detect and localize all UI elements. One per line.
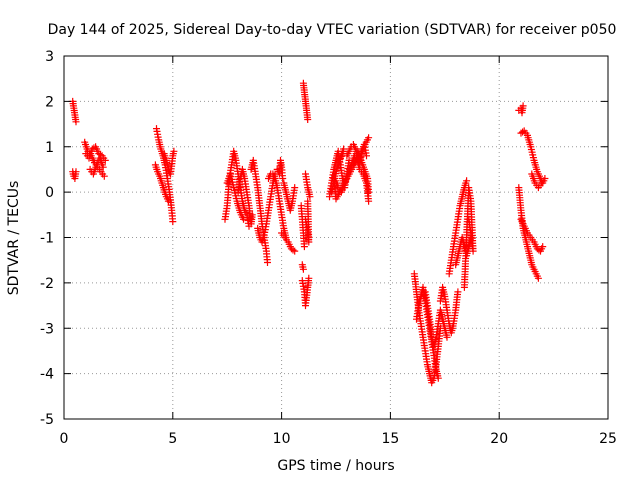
x-tick-label: 15 bbox=[381, 431, 399, 447]
y-tick-label: 0 bbox=[45, 185, 54, 201]
data-point bbox=[519, 128, 527, 136]
data-point bbox=[304, 197, 312, 205]
y-tick-label: 3 bbox=[45, 49, 54, 65]
x-tick-label: 20 bbox=[490, 431, 508, 447]
y-tick-label: -1 bbox=[40, 231, 54, 247]
data-point bbox=[365, 134, 373, 142]
data-point bbox=[519, 102, 527, 110]
data-point bbox=[299, 265, 307, 273]
data-point bbox=[306, 193, 314, 201]
data-point bbox=[72, 118, 80, 126]
y-tick-label: -3 bbox=[40, 321, 54, 337]
data-point bbox=[460, 283, 468, 291]
data-markers bbox=[69, 79, 549, 387]
y-tick-labels: -5 -4 -3 -2 -1 0 1 2 3 bbox=[40, 49, 54, 428]
data-point bbox=[164, 197, 172, 205]
x-tick-labels: 0 5 10 15 20 25 bbox=[60, 431, 617, 447]
y-tick-label: -4 bbox=[40, 367, 54, 383]
y-tick-label: -2 bbox=[40, 276, 54, 292]
data-point bbox=[434, 374, 442, 382]
data-point bbox=[100, 172, 108, 180]
data-point bbox=[463, 177, 471, 185]
grid-lines bbox=[64, 56, 608, 419]
data-point bbox=[538, 179, 546, 187]
data-point bbox=[300, 243, 308, 251]
data-point bbox=[365, 197, 373, 205]
data-point bbox=[305, 274, 313, 282]
x-tick-label: 0 bbox=[60, 431, 69, 447]
x-tick-label: 10 bbox=[273, 431, 291, 447]
data-point bbox=[72, 168, 80, 176]
chart-title: Day 144 of 2025, Sidereal Day-to-day VTE… bbox=[48, 22, 617, 38]
data-point bbox=[363, 152, 370, 160]
axis-ticks bbox=[63, 55, 609, 420]
data-point bbox=[169, 218, 177, 226]
data-point bbox=[443, 333, 451, 341]
data-point bbox=[264, 259, 271, 266]
data-point bbox=[291, 247, 299, 255]
data-point bbox=[248, 211, 256, 219]
data-point bbox=[289, 246, 297, 254]
data-point bbox=[534, 274, 542, 282]
data-point bbox=[454, 288, 462, 296]
data-point bbox=[541, 175, 549, 182]
x-axis-label: GPS time / hours bbox=[277, 458, 394, 474]
y-tick-label: 2 bbox=[45, 94, 54, 110]
y-tick-label: -5 bbox=[40, 412, 54, 428]
y-tick-label: 1 bbox=[45, 140, 54, 156]
x-tick-label: 25 bbox=[599, 431, 617, 447]
x-tick-label: 5 bbox=[168, 431, 177, 447]
data-point bbox=[304, 116, 312, 123]
data-point bbox=[279, 175, 287, 182]
data-point bbox=[170, 147, 178, 155]
data-point bbox=[291, 184, 299, 192]
data-point bbox=[99, 163, 107, 171]
data-point bbox=[539, 243, 547, 251]
data-point bbox=[240, 215, 247, 223]
y-axis-label: SDTVAR / TECUs bbox=[6, 181, 22, 296]
